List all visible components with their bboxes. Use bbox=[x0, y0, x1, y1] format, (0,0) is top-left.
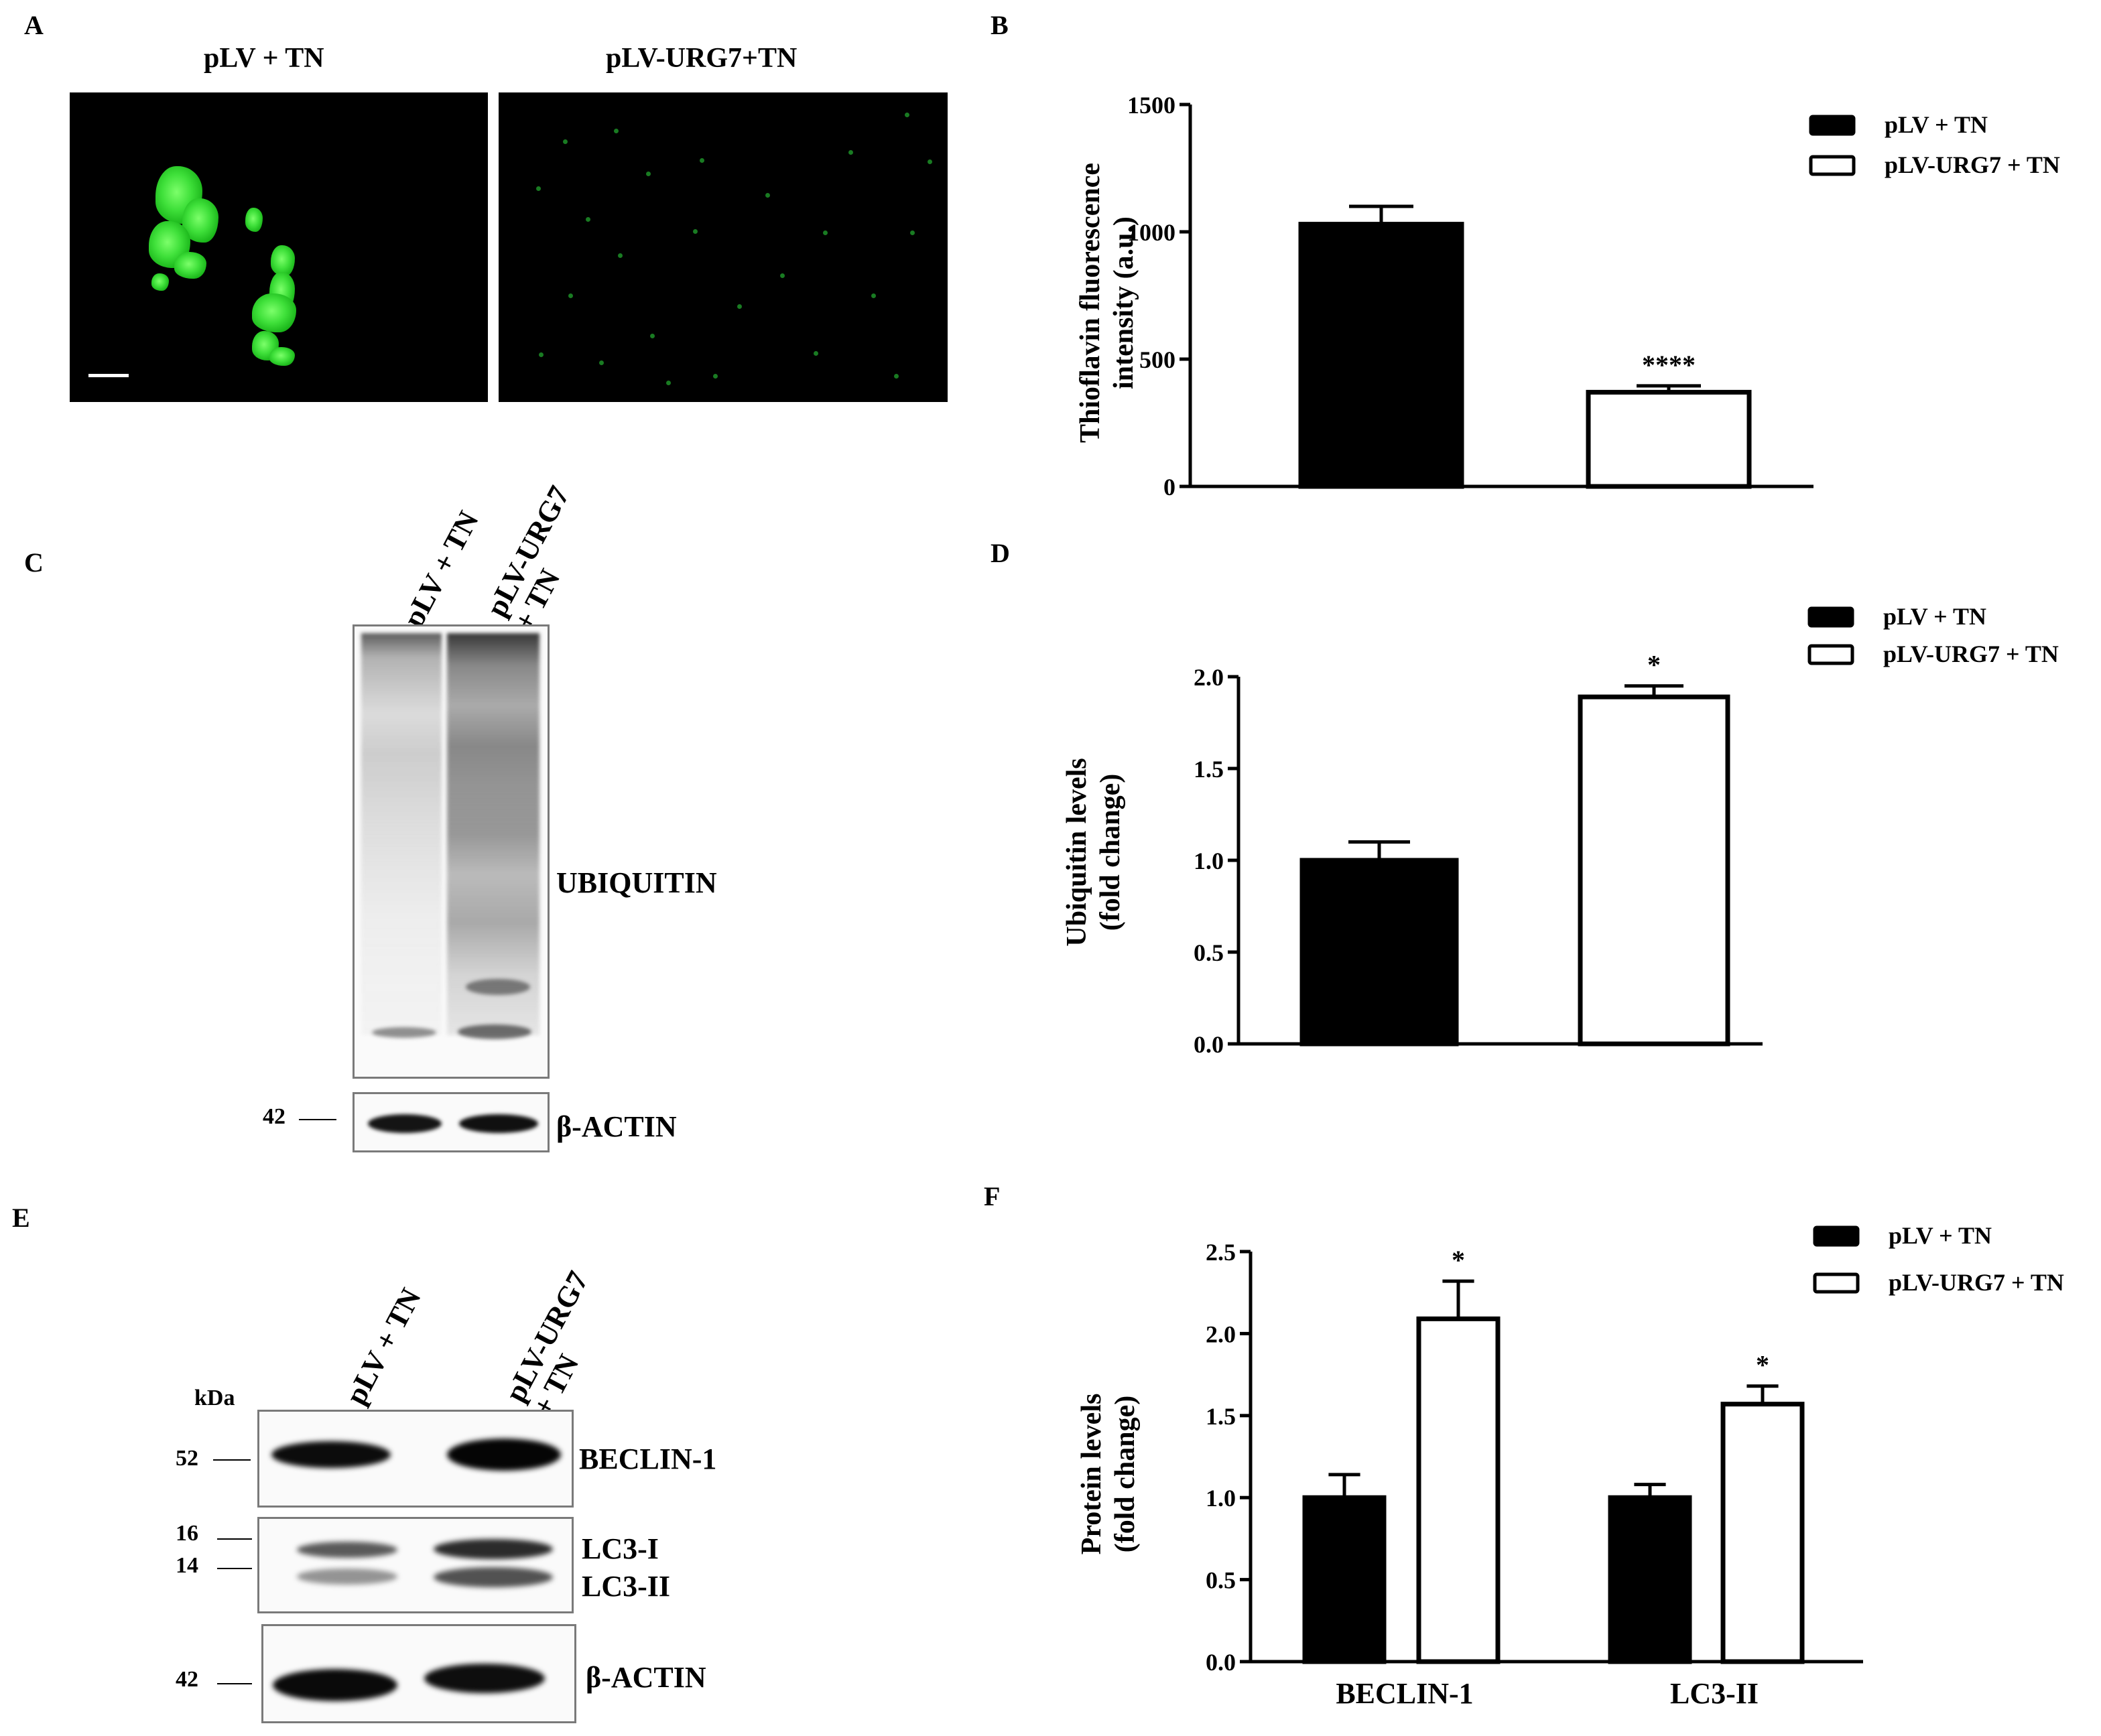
y-axis-label: Ubiquitin levels(fold change) bbox=[1062, 758, 1126, 946]
legend-label: pLV + TN bbox=[1883, 603, 1986, 630]
label-ubiquitin: UBIQUITIN bbox=[556, 866, 717, 899]
bar bbox=[1608, 1495, 1692, 1664]
y-axis-label: Protein levels(fold change) bbox=[1076, 1394, 1141, 1555]
marker-c-42-tick bbox=[299, 1119, 336, 1120]
label-lc3ii: LC3-II bbox=[582, 1570, 671, 1603]
y-tick-label: 0.0 bbox=[1194, 1031, 1224, 1058]
bar bbox=[1586, 389, 1752, 489]
y-tick-label: 0.5 bbox=[1194, 939, 1224, 966]
label-lc3i: LC3-I bbox=[582, 1532, 659, 1565]
bar bbox=[1298, 222, 1464, 489]
marker-c-42: 42 bbox=[263, 1104, 285, 1129]
legend-swatch bbox=[1809, 155, 1856, 176]
panel-letter-f: F bbox=[984, 1181, 1001, 1211]
legend-label: pLV + TN bbox=[1885, 111, 1988, 138]
y-tick-label: 500 bbox=[1139, 346, 1175, 373]
panel-letter-d: D bbox=[991, 538, 1010, 568]
micrograph-plv-tn bbox=[70, 92, 488, 402]
legend-swatch bbox=[1813, 1225, 1860, 1247]
legend-swatch bbox=[1813, 1272, 1860, 1294]
y-tick-label: 0 bbox=[1163, 474, 1175, 500]
micrograph-title-left: pLV + TN bbox=[204, 43, 324, 74]
significance-label: * bbox=[1647, 650, 1661, 680]
y-tick-label: 2.0 bbox=[1206, 1321, 1236, 1347]
scale-bar bbox=[88, 374, 129, 377]
legend-label: pLV-URG7 + TN bbox=[1889, 1269, 2064, 1296]
y-tick-label: 0.0 bbox=[1206, 1649, 1236, 1676]
panel-letter-e: E bbox=[12, 1203, 30, 1233]
micrograph-title-right: pLV-URG7+TN bbox=[606, 43, 798, 74]
blot-e-actin bbox=[261, 1624, 576, 1723]
legend-swatch bbox=[1807, 644, 1854, 665]
marker-e-14: 14 bbox=[176, 1553, 198, 1578]
blot-c-actin bbox=[353, 1092, 550, 1152]
legend-label: pLV-URG7 + TN bbox=[1885, 151, 2060, 178]
kda-label: kDa bbox=[194, 1386, 235, 1410]
significance-label: * bbox=[1756, 1350, 1769, 1380]
marker-e-52: 52 bbox=[176, 1446, 198, 1471]
blot-beclin bbox=[257, 1410, 574, 1508]
x-tick-label: LC3-II bbox=[1670, 1677, 1759, 1710]
marker-e-42-tick bbox=[217, 1683, 252, 1684]
y-tick-label: 1.5 bbox=[1206, 1403, 1236, 1430]
bar bbox=[1299, 858, 1459, 1047]
y-tick-label: 2.0 bbox=[1194, 664, 1224, 691]
legend-label: pLV + TN bbox=[1889, 1222, 1992, 1249]
y-tick-label: 1500 bbox=[1127, 92, 1175, 119]
chart-b: 0 500 1000 1500 Thioflavin fluorescenceinten… bbox=[1075, 92, 2060, 500]
significance-label: * bbox=[1452, 1245, 1465, 1275]
panel-letter-b: B bbox=[991, 10, 1009, 40]
legend: pLV + TN pLV-URG7 + TN bbox=[1813, 1222, 2064, 1296]
panel-letter-c: C bbox=[24, 547, 44, 578]
y-tick-label: 0.5 bbox=[1206, 1567, 1236, 1594]
y-tick-label: 1000 bbox=[1127, 219, 1175, 246]
panel-letter-a: A bbox=[24, 10, 44, 40]
label-e-actin: β-ACTIN bbox=[586, 1661, 706, 1694]
y-axis-label: Thioflavin fluorescenceintensity (a.u.) bbox=[1075, 163, 1139, 443]
chart-d: 0.0 0.5 1.0 1.5 2.0 Ubiquitin levels(fold cha… bbox=[1062, 603, 2059, 1058]
bar bbox=[1720, 1402, 1805, 1664]
x-tick-label: BECLIN-1 bbox=[1336, 1677, 1473, 1710]
legend-label: pLV-URG7 + TN bbox=[1883, 641, 2059, 667]
legend: pLV + TN pLV-URG7 + TN bbox=[1807, 603, 2059, 667]
y-tick-label: 2.5 bbox=[1206, 1239, 1236, 1266]
bar bbox=[1302, 1495, 1387, 1664]
y-tick-label: 1.0 bbox=[1194, 848, 1224, 874]
marker-e-14-tick bbox=[217, 1568, 252, 1569]
blot-lc3 bbox=[257, 1517, 574, 1613]
label-beclin: BECLIN-1 bbox=[579, 1443, 717, 1475]
legend: pLV + TN pLV-URG7 + TN bbox=[1809, 111, 2060, 178]
y-tick-label: 1.0 bbox=[1206, 1485, 1236, 1512]
legend-swatch bbox=[1807, 606, 1854, 628]
significance-label: **** bbox=[1642, 350, 1696, 380]
micrograph-plv-urg7-tn bbox=[499, 92, 948, 402]
bar bbox=[1416, 1316, 1501, 1664]
bar bbox=[1578, 694, 1730, 1047]
marker-e-42: 42 bbox=[176, 1667, 198, 1692]
marker-e-16: 16 bbox=[176, 1521, 198, 1546]
marker-e-52-tick bbox=[213, 1459, 251, 1461]
label-c-actin: β-ACTIN bbox=[556, 1110, 677, 1143]
legend-swatch bbox=[1809, 115, 1856, 136]
y-tick-label: 1.5 bbox=[1194, 756, 1224, 783]
chart-f: 0.0 0.5 1.0 1.5 2.0 2.5 Protein levels(fold ch… bbox=[1076, 1222, 2064, 1710]
marker-e-16-tick bbox=[217, 1538, 252, 1540]
blot-ubiquitin bbox=[353, 624, 550, 1079]
